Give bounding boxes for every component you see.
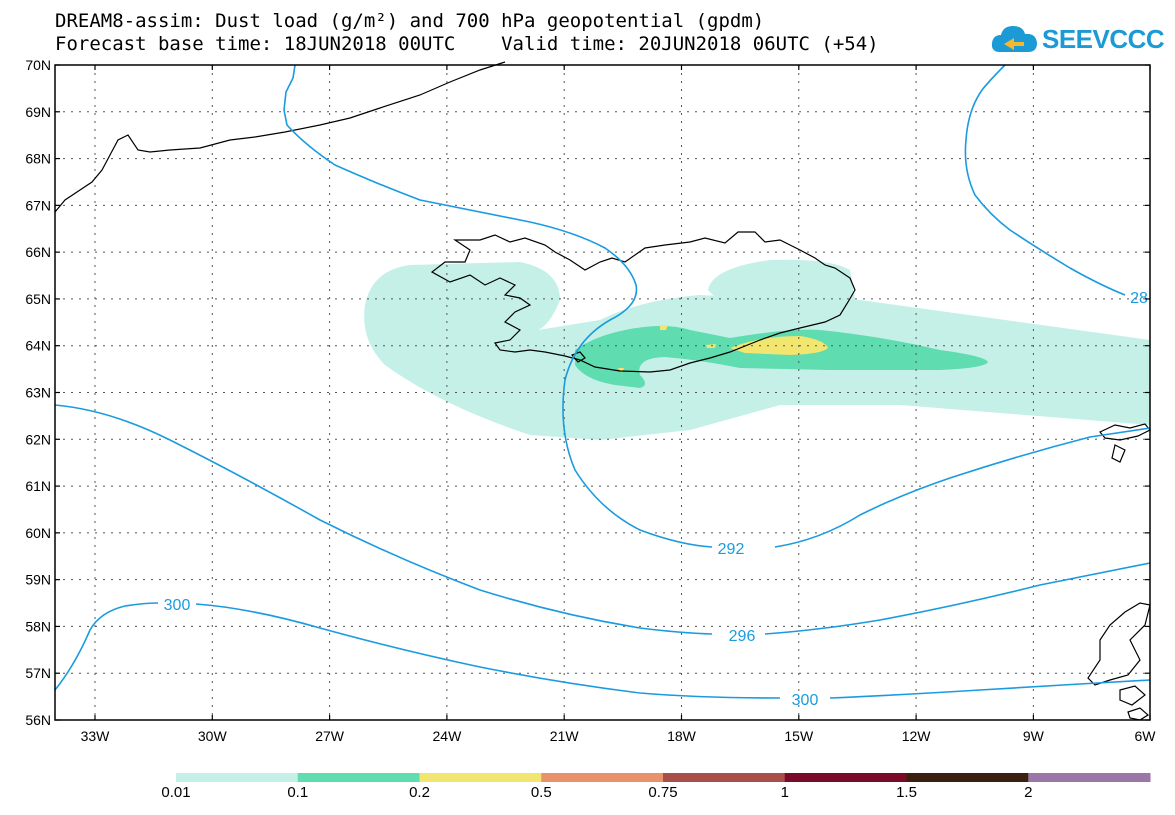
colorbar-swatch bbox=[663, 773, 786, 782]
map-title: DREAM8-assim: Dust load (g/m²) and 700 h… bbox=[55, 10, 765, 32]
colorbar-label: 1.5 bbox=[896, 784, 917, 801]
contour-label: 292 bbox=[718, 541, 745, 558]
lat-label: 61N bbox=[25, 478, 51, 494]
logo-text: SEEVCCC bbox=[1042, 24, 1165, 54]
graticule bbox=[55, 65, 1150, 720]
lat-label: 65N bbox=[25, 291, 51, 307]
lon-label: 15W bbox=[784, 728, 814, 744]
forecast-times: Forecast base time: 18JUN2018 00UTC Vali… bbox=[55, 33, 879, 55]
contour-label: 28 bbox=[1130, 290, 1148, 307]
contour-labels: 292 296 300 300 28 bbox=[164, 290, 1148, 709]
lon-label: 18W bbox=[667, 728, 697, 744]
coastlines bbox=[54, 61, 1151, 721]
contour-label: 300 bbox=[792, 692, 819, 709]
dust-field-medium bbox=[575, 326, 988, 388]
colorbar-label: 0.75 bbox=[648, 784, 678, 801]
colorbar-label: 0.5 bbox=[530, 784, 552, 801]
lat-label: 58N bbox=[25, 618, 51, 634]
colorbar-swatch bbox=[541, 773, 664, 782]
lon-label: 9W bbox=[1023, 728, 1045, 744]
colorbar-swatch bbox=[419, 773, 542, 782]
colorbar-swatch bbox=[297, 773, 420, 782]
contour-label: 296 bbox=[729, 628, 756, 645]
colorbar-label: 1 bbox=[780, 784, 789, 801]
cloud-icon bbox=[991, 26, 1037, 52]
colorbar-swatch bbox=[906, 773, 1029, 782]
contour-label: 300 bbox=[164, 597, 191, 614]
latitude-labels: 70N 69N 68N 67N 66N 65N 64N 63N 62N 61N 60N 59N 58N 5… bbox=[25, 57, 51, 728]
colorbar-swatch bbox=[176, 773, 299, 782]
axis-ticks bbox=[55, 64, 1151, 721]
lat-label: 57N bbox=[25, 665, 51, 681]
colorbar-label: 0.2 bbox=[409, 784, 430, 801]
lat-label: 59N bbox=[25, 572, 51, 588]
lon-label: 24W bbox=[433, 728, 463, 744]
colorbar bbox=[176, 773, 1151, 782]
lat-label: 60N bbox=[25, 525, 51, 541]
lon-label: 21W bbox=[550, 728, 580, 744]
lat-label: 62N bbox=[25, 431, 51, 447]
lon-label: 12W bbox=[902, 728, 932, 744]
geopotential-contours bbox=[54, 64, 1151, 699]
lon-label: 33W bbox=[81, 728, 111, 744]
colorbar-swatch bbox=[1028, 773, 1151, 782]
lat-label: 63N bbox=[25, 385, 51, 401]
colorbar-label: 0.1 bbox=[287, 784, 309, 801]
colorbar-label: 2 bbox=[1024, 784, 1033, 801]
seevccc-logo: SEEVCCC bbox=[990, 22, 1165, 56]
lat-label: 67N bbox=[25, 197, 51, 213]
colorbar-swatch bbox=[784, 773, 907, 782]
lat-label: 70N bbox=[25, 57, 51, 73]
lat-label: 64N bbox=[25, 338, 51, 354]
lon-label: 6W bbox=[1135, 728, 1157, 744]
lat-label: 66N bbox=[25, 244, 51, 260]
lat-label: 68N bbox=[25, 151, 51, 167]
lon-label: 27W bbox=[315, 728, 345, 744]
longitude-labels: 33W 30W 27W 24W 21W 18W 15W 12W 9W 6W bbox=[81, 728, 1157, 744]
colorbar-label: 0.01 bbox=[161, 784, 191, 801]
lat-label: 56N bbox=[25, 712, 51, 728]
lat-label: 69N bbox=[25, 104, 51, 120]
lon-label: 30W bbox=[198, 728, 228, 744]
